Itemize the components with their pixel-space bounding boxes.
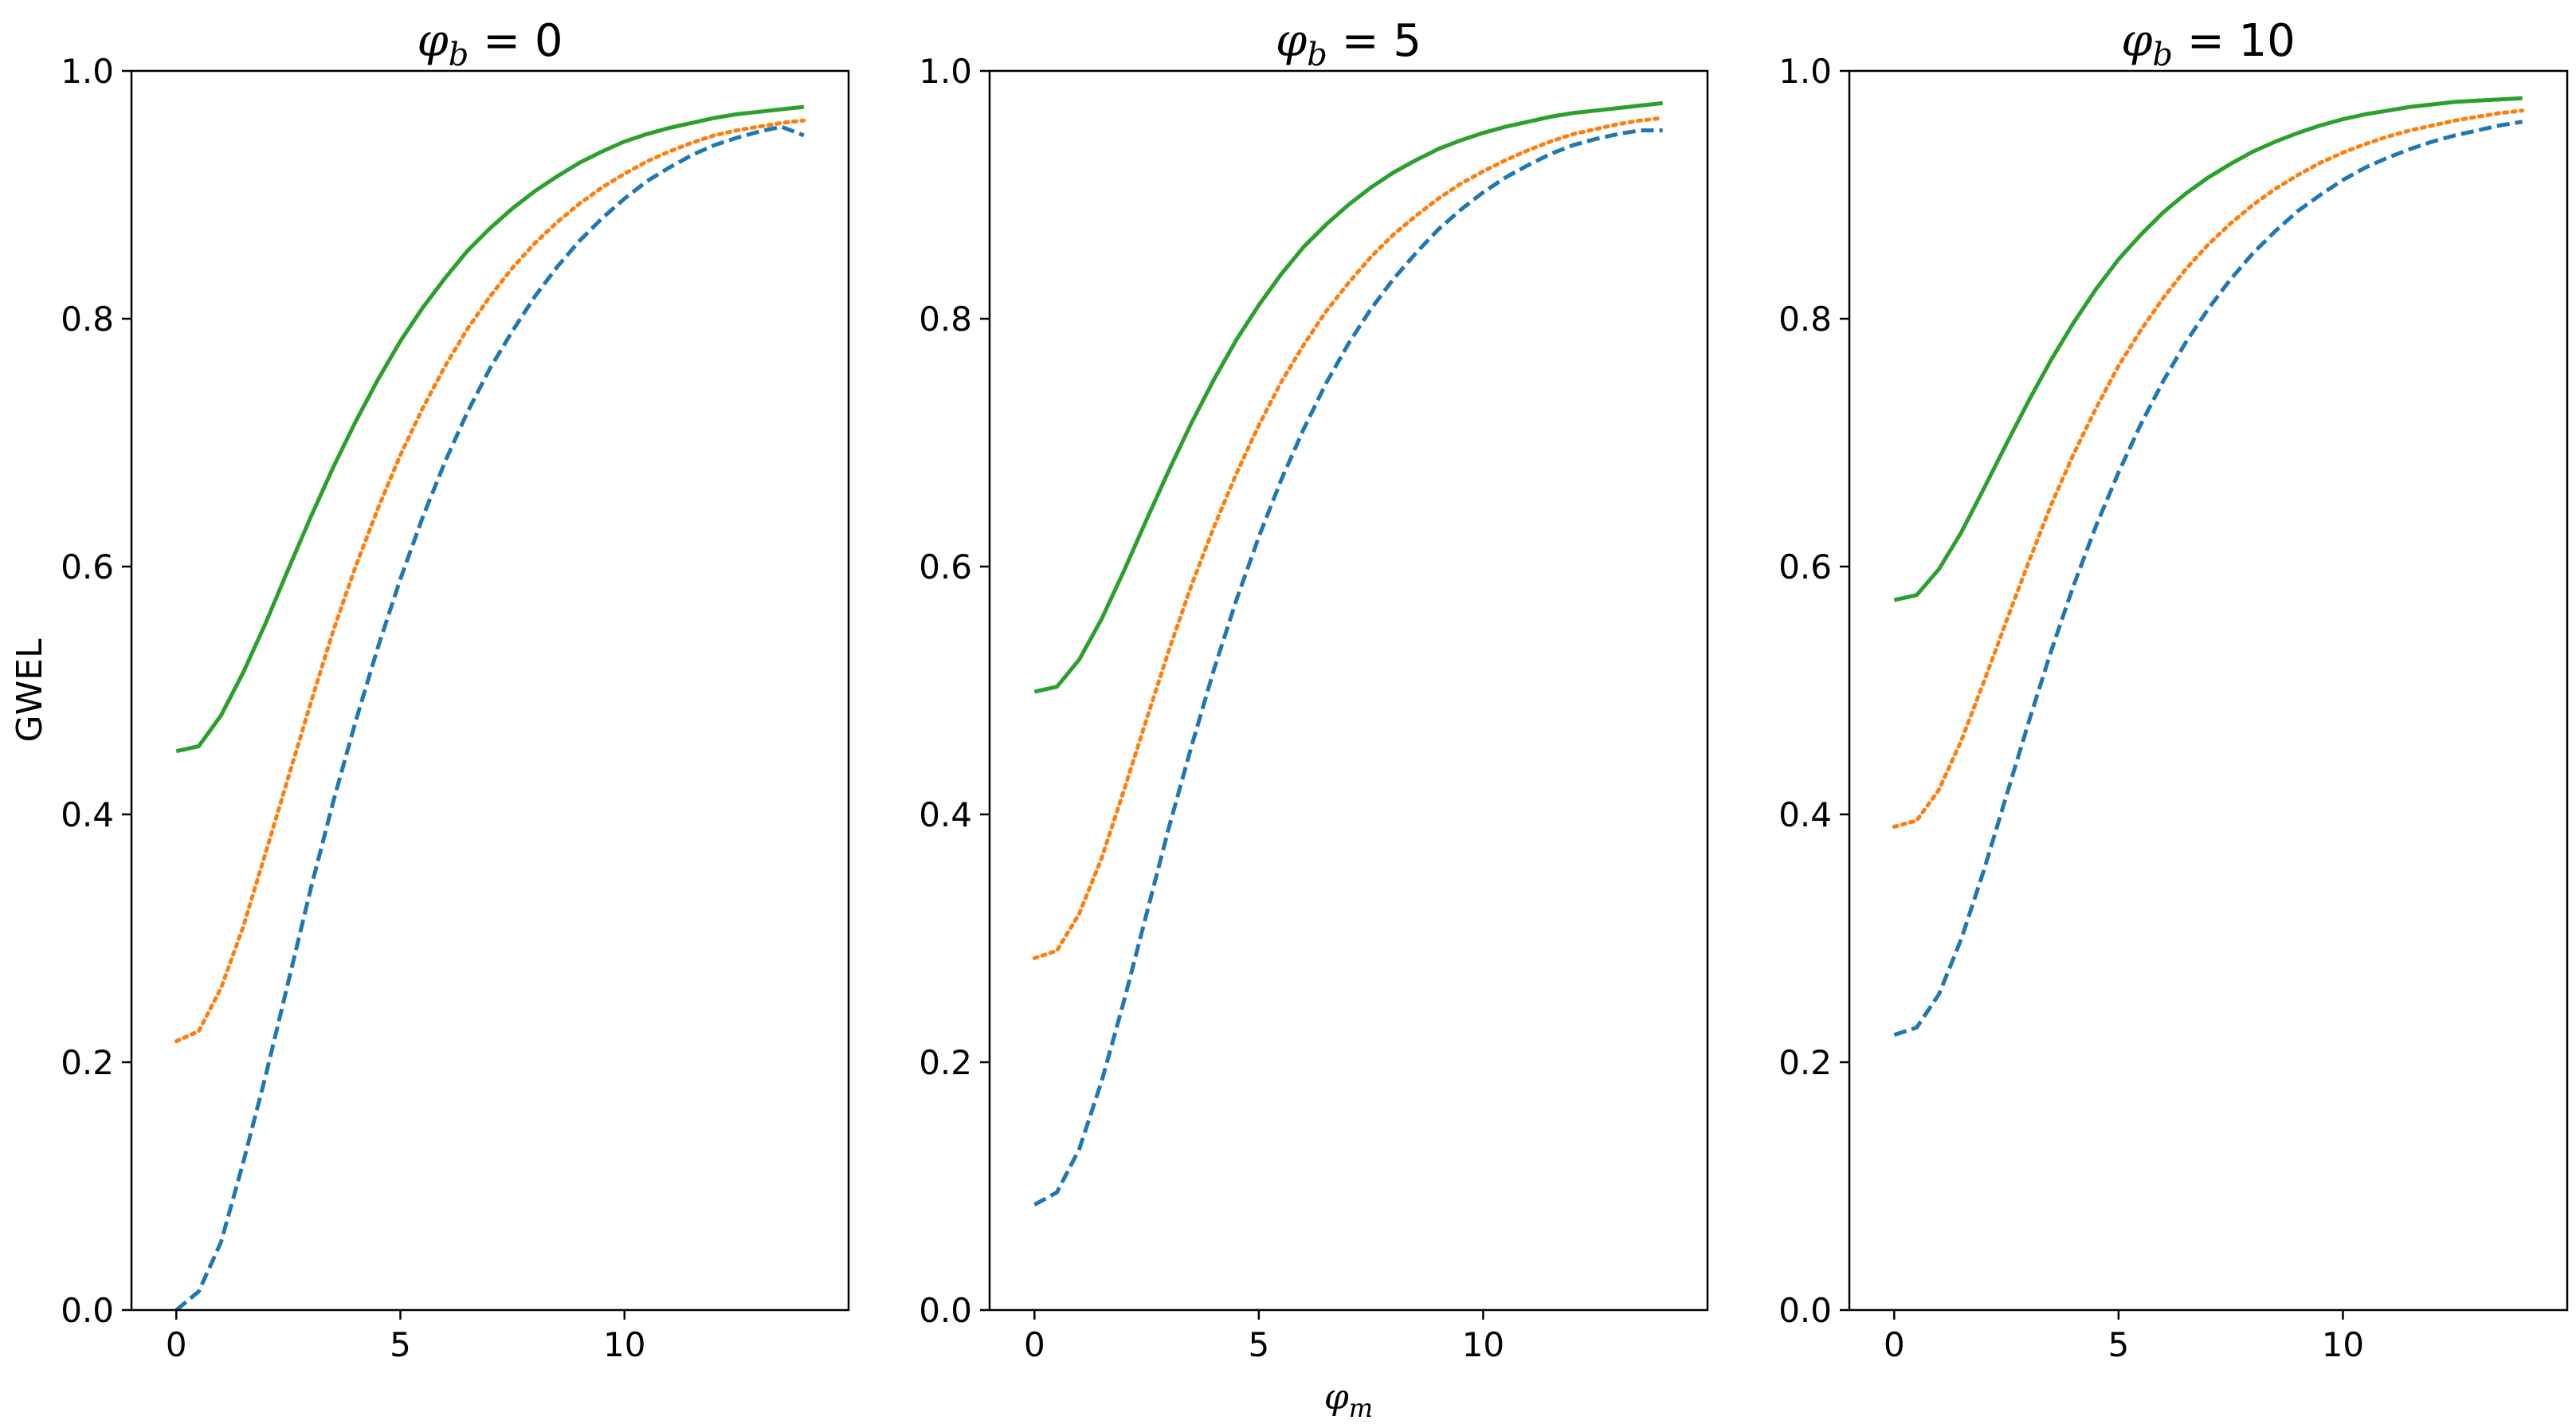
series-line-3 bbox=[1033, 100, 1663, 694]
series-line-3 bbox=[175, 104, 805, 754]
y-tick-label: 1.0 bbox=[61, 52, 114, 91]
y-tick-label: 0.0 bbox=[1778, 1291, 1832, 1330]
y-tick-label: 0.2 bbox=[1778, 1043, 1832, 1082]
y-tick-label: 0.2 bbox=[61, 1043, 114, 1082]
y-tick-label: 0.4 bbox=[61, 795, 114, 834]
subplot-title: φb = 5 bbox=[1276, 15, 1421, 73]
x-tick-label: 10 bbox=[2322, 1325, 2364, 1364]
y-tick-label: 0.0 bbox=[919, 1291, 972, 1330]
y-tick-label: 0.6 bbox=[61, 547, 114, 586]
subplot-3: 0 5 10 0.0 0.2 0.4 0.6 0.8 1.0 φb = 10 bbox=[1778, 15, 2569, 1364]
axes-frame bbox=[988, 69, 1709, 1312]
series-line-2 bbox=[174, 118, 806, 1044]
y-tick-label: 0.4 bbox=[919, 795, 972, 834]
axes-frame bbox=[1848, 69, 2569, 1312]
y-axis-label: GWEL bbox=[10, 638, 50, 742]
series-line-2 bbox=[1892, 108, 2525, 829]
series-line-1 bbox=[1033, 128, 1663, 1206]
y-tick-label: 0.6 bbox=[1778, 547, 1832, 586]
subplot-2: 0 5 10 0.0 0.2 0.4 0.6 0.8 1.0 φb = 5 φm bbox=[919, 15, 1709, 1423]
x-tick-label: 0 bbox=[1884, 1325, 1905, 1364]
y-tick-label: 1.0 bbox=[919, 52, 972, 91]
axes-frame bbox=[130, 69, 850, 1312]
x-tick-label: 10 bbox=[603, 1325, 645, 1364]
x-tick-label: 5 bbox=[390, 1325, 411, 1364]
x-axis-label: φm bbox=[1324, 1377, 1373, 1423]
series-line-3 bbox=[1893, 96, 2523, 602]
x-tick-label: 5 bbox=[2108, 1325, 2130, 1364]
y-tick-label: 0.6 bbox=[919, 547, 972, 586]
y-tick-label: 0.0 bbox=[61, 1291, 114, 1330]
x-tick-label: 0 bbox=[166, 1325, 187, 1364]
subplot-title: φb = 0 bbox=[418, 15, 563, 73]
y-tick-label: 0.8 bbox=[1778, 300, 1832, 339]
x-tick-label: 0 bbox=[1024, 1325, 1045, 1364]
y-tick-label: 0.4 bbox=[1778, 795, 1832, 834]
y-tick-label: 1.0 bbox=[1778, 52, 1832, 91]
x-tick-label: 10 bbox=[1462, 1325, 1504, 1364]
y-tick-label: 0.8 bbox=[61, 300, 114, 339]
series-line-1 bbox=[174, 124, 805, 1312]
subplot-title: φb = 10 bbox=[2121, 15, 2296, 73]
x-tick-label: 5 bbox=[1249, 1325, 1270, 1364]
subplot-1: 0 5 10 0.0 0.2 0.4 0.6 0.8 1.0 φb = 0 GWEL bbox=[10, 15, 850, 1364]
series-line-1 bbox=[1893, 120, 2523, 1038]
series-line-2 bbox=[1032, 116, 1665, 960]
y-tick-label: 0.8 bbox=[919, 300, 972, 339]
y-tick-label: 0.2 bbox=[919, 1043, 972, 1082]
